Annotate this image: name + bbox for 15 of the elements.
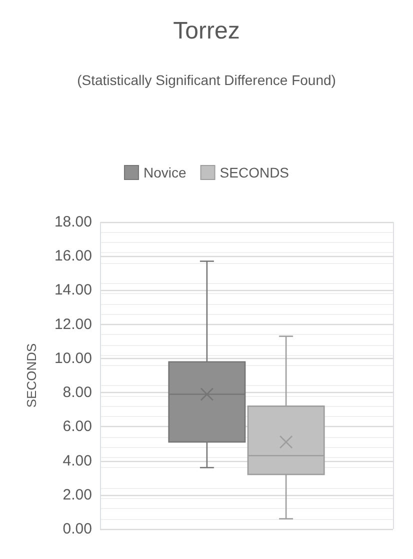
y-tick-label: 4.00 (62, 452, 92, 470)
y-tick-label: 0.00 (62, 520, 92, 538)
y-tick-label: 6.00 (62, 418, 92, 436)
y-axis-title: SECONDS (24, 343, 39, 408)
y-tick-label: 14.00 (54, 282, 92, 299)
y-tick-label: 16.00 (54, 248, 92, 265)
y-tick-label: 18.00 (54, 214, 92, 230)
legend-label: SECONDS (220, 164, 290, 180)
chart-subtitle: (Statistically Significant Difference Found) (77, 72, 336, 88)
y-tick-label: 10.00 (54, 350, 92, 367)
chart-title: Torrez (173, 18, 240, 44)
legend-label: Novice (143, 164, 186, 180)
y-tick-label: 12.00 (54, 316, 92, 333)
y-tick-label: 2.00 (62, 486, 92, 504)
y-tick-label: 8.00 (62, 384, 92, 402)
